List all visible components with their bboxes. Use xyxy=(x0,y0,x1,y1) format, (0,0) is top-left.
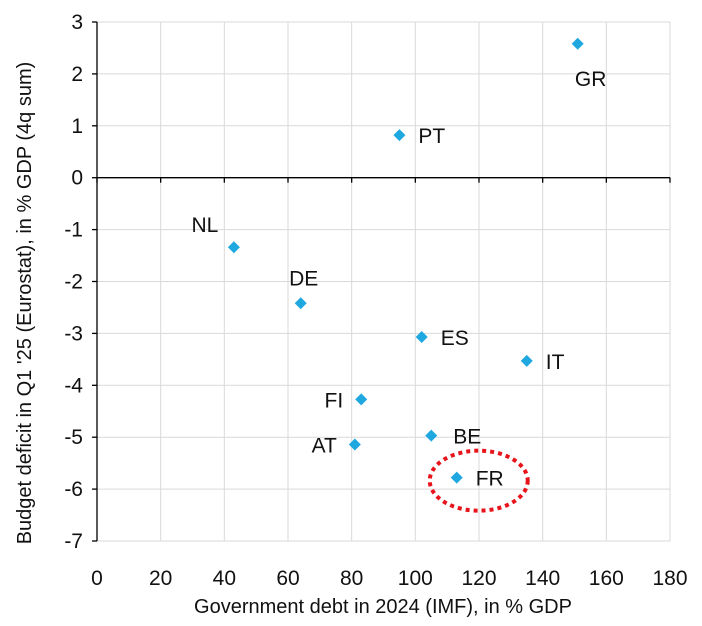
x-axis-title: Government debt in 2024 (IMF), in % GDP xyxy=(194,596,572,618)
point-labels: GR PT NL DE ES IT FI BE AT FR xyxy=(191,68,606,491)
y-tick-label: 1 xyxy=(71,115,83,138)
data-point-gr xyxy=(571,37,584,50)
data-point-fr xyxy=(450,471,463,484)
gridlines xyxy=(97,21,671,542)
point-label-nl: NL xyxy=(191,214,218,237)
y-axis-title: Budget deficit in Q1 '25 (Eurostat), in … xyxy=(14,62,36,545)
y-tick-label: -1 xyxy=(64,219,83,242)
y-tick-label: -4 xyxy=(64,374,83,397)
x-tick-label: 0 xyxy=(91,567,103,590)
point-label-be: BE xyxy=(453,426,481,449)
x-tick-label: 140 xyxy=(525,567,560,590)
data-point-be xyxy=(425,429,438,442)
point-label-fr: FR xyxy=(476,468,504,491)
data-points xyxy=(227,37,584,484)
point-label-at: AT xyxy=(312,434,337,457)
data-point-nl xyxy=(227,241,240,254)
x-tick-label: 160 xyxy=(589,567,624,590)
data-point-at xyxy=(348,438,361,451)
highlight-ellipse xyxy=(427,448,530,513)
point-label-it: IT xyxy=(546,351,565,374)
x-tick-label: 20 xyxy=(149,567,172,590)
point-label-pt: PT xyxy=(418,125,445,148)
highlight-layer xyxy=(427,448,530,513)
point-label-fi: FI xyxy=(325,389,344,412)
point-label-gr: GR xyxy=(575,68,607,91)
y-tick-label: -2 xyxy=(64,271,83,294)
data-point-it xyxy=(520,354,533,367)
point-label-es: ES xyxy=(441,327,469,350)
y-tick-label: -3 xyxy=(64,322,83,345)
y-tick-label: 0 xyxy=(71,167,83,190)
y-tick-label: 3 xyxy=(71,11,83,34)
y-tick-label: 2 xyxy=(71,63,83,86)
point-label-de: DE xyxy=(289,267,318,290)
axes xyxy=(92,21,671,542)
x-tick-label: 180 xyxy=(652,567,687,590)
x-tick-label: 80 xyxy=(340,567,363,590)
data-point-pt xyxy=(393,129,406,142)
x-tick-label: 100 xyxy=(398,567,433,590)
data-point-fi xyxy=(355,393,368,406)
x-tick-label: 120 xyxy=(461,567,496,590)
x-tick-label: 60 xyxy=(276,567,299,590)
x-tick-label: 40 xyxy=(213,567,236,590)
tick-labels: 3 2 1 0 -1 -2 -3 -4 -5 -6 -7 0 20 40 60 80 100 120 140 160 1… xyxy=(64,11,687,590)
y-tick-label: -6 xyxy=(64,478,83,501)
data-point-de xyxy=(294,297,307,310)
y-tick-label: -5 xyxy=(64,426,83,449)
data-point-es xyxy=(415,331,428,344)
y-tick-label: -7 xyxy=(64,530,83,553)
